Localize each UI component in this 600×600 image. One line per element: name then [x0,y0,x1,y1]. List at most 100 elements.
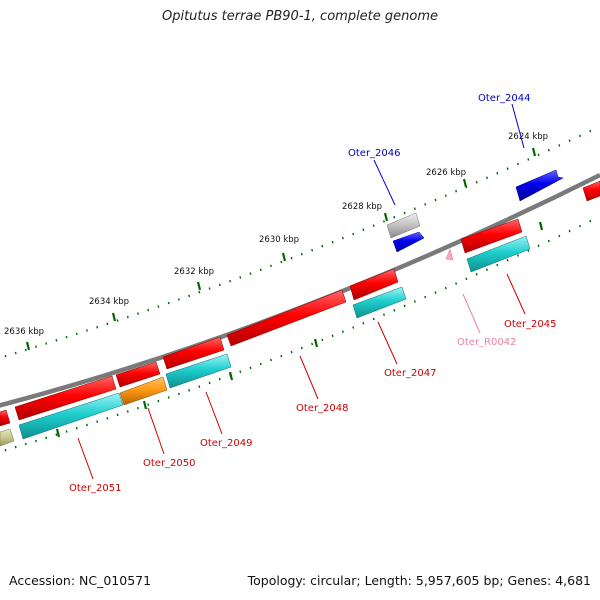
minor-tick [157,399,160,403]
minor-tick [147,403,150,406]
minor-tick [55,339,58,342]
gene-label-oter-2045[interactable]: Oter_2045 [504,319,557,330]
tick-2636 [25,341,31,351]
minor-tick [331,240,334,244]
minor-tick [300,346,303,350]
minor-tick [126,410,129,413]
minor-tick [362,228,365,232]
leader-oter-2049 [205,391,223,435]
minor-tick [198,385,201,388]
minor-tick [270,358,272,362]
gene-red-small-a[interactable] [162,336,225,370]
minor-tick [270,264,272,268]
gene-label-oter-2048[interactable]: Oter_2048 [296,403,349,414]
inner-strand-features [0,235,531,447]
map-title: Opitutus terrae PB90-1, complete genome [161,9,439,24]
gene-oter-2051-red[interactable] [14,375,117,421]
leader-oter-2048 [299,355,319,400]
minor-tick [465,277,468,281]
minor-tick [455,189,458,193]
minor-tick [558,144,561,147]
minor-tick [290,256,293,260]
minor-tick [280,354,283,358]
gene-oter-r0042[interactable] [445,248,454,261]
minor-tick [280,260,283,264]
minor-tick [413,300,416,303]
inner-tick [313,338,319,348]
minor-tick [96,325,99,329]
gene-red-small-b[interactable] [115,361,161,388]
minor-tick [106,417,109,420]
minor-tick [188,389,191,392]
gene-label-oter-2049[interactable]: Oter_2049 [200,438,253,449]
minor-tick [35,345,37,348]
minor-tick [403,304,406,308]
minor-tick [475,181,478,184]
gene-label-oter-2047[interactable]: Oter_2047 [384,368,437,379]
minor-tick [188,294,191,298]
orf-2049[interactable] [165,353,232,389]
minor-tick [321,338,324,342]
minor-tick [352,326,355,329]
minor-tick [116,319,119,322]
minor-tick [86,423,88,427]
minor-tick [383,220,385,223]
tick-label: 2634 kbp [89,297,129,307]
gene-label-oter-2044[interactable]: Oter_2044 [478,93,531,104]
gene-edge-left-olive[interactable] [0,428,15,447]
gene-oter-2050[interactable] [119,376,168,406]
minor-tick [341,236,344,240]
minor-tick [568,139,571,142]
orf-2047[interactable] [352,286,407,319]
minor-tick [413,207,416,210]
minor-tick [75,332,78,336]
inner-tick-ring [4,219,592,452]
gene-oter-2048[interactable] [226,289,347,347]
orf-2051[interactable] [18,392,124,440]
minor-tick [177,298,180,301]
minor-tick [116,413,119,417]
minor-tick [147,308,150,312]
tick-labels: 2624 kbp 2626 kbp 2628 kbp 2630 kbp 2632… [4,132,548,337]
inner-tick [228,371,234,381]
genome-backbone [0,172,600,408]
minor-tick [372,317,375,321]
tick-label: 2624 kbp [508,132,548,142]
inner-tick [55,428,61,438]
minor-tick [424,295,427,299]
orf-2045[interactable] [466,235,531,273]
leader-oter-2051 [77,437,94,480]
gene-edge-right[interactable] [582,180,600,202]
gene-label-oter-2050[interactable]: Oter_2050 [143,458,196,469]
outer-tick-ring [4,129,592,358]
minor-tick [137,406,139,410]
gene-oter-2047[interactable] [349,268,399,301]
minor-tick [547,239,550,243]
gene-oter-2045[interactable] [460,218,523,254]
minor-tick [311,248,314,252]
gene-oter-2044[interactable] [515,169,564,202]
leader-oter-2046 [373,159,396,206]
minor-tick [218,377,221,381]
gene-label-oter-r0042[interactable]: Oter_R0042 [457,337,516,348]
minor-tick [517,162,519,166]
minor-tick [352,232,355,236]
tick-2634 [111,312,117,322]
tick-2632 [196,281,202,291]
minor-tick [75,426,78,430]
minor-tick [547,148,550,152]
gene-oter-2046[interactable] [392,231,425,253]
gene-label-oter-2051[interactable]: Oter_2051 [69,483,122,494]
gene-oter-2046-pseudo[interactable] [386,212,421,239]
minor-tick [126,315,129,319]
minor-tick [537,153,540,157]
gene-label-oter-2046[interactable]: Oter_2046 [348,148,401,159]
minor-tick [14,445,17,449]
gene-edge-left-red[interactable] [0,409,11,427]
minor-tick [558,234,561,238]
minor-tick [249,366,252,370]
leader-oter-2045 [506,273,526,315]
minor-tick [372,224,375,227]
